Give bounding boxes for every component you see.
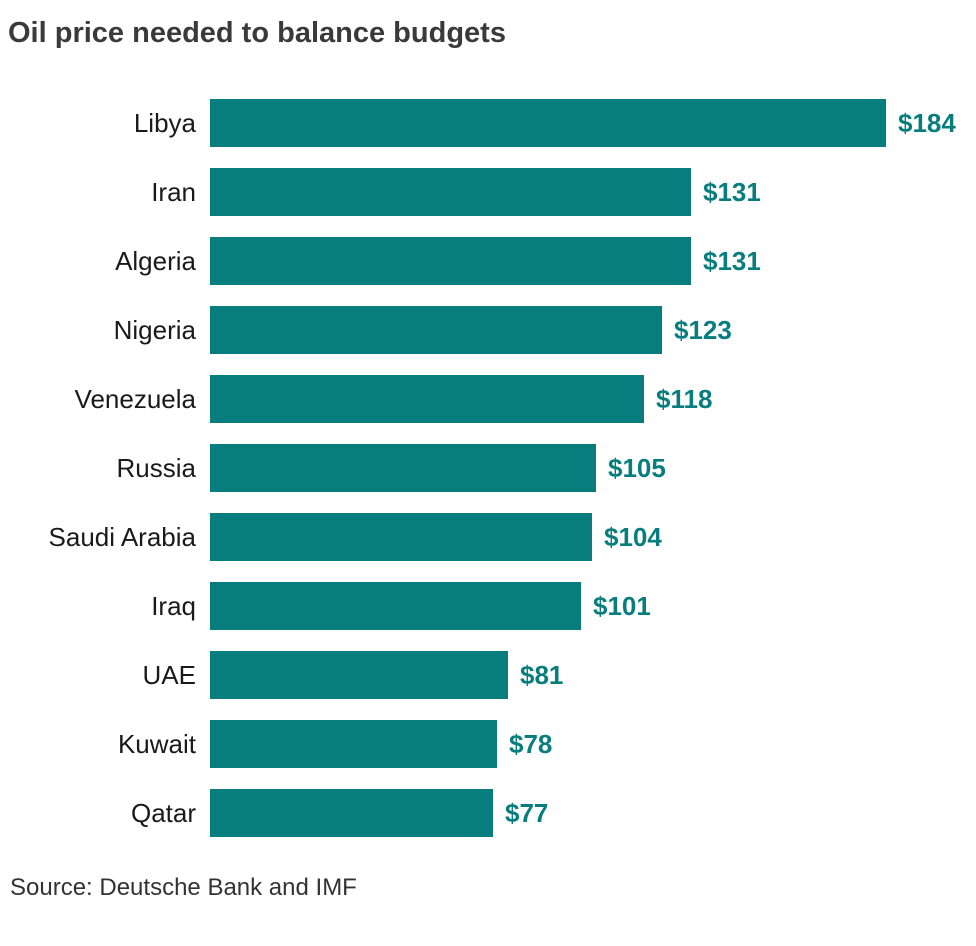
- bar-row: Kuwait $78: [0, 710, 976, 779]
- bar-area: $81: [210, 641, 976, 710]
- category-label: Iran: [151, 176, 196, 207]
- category-label: Venezuela: [74, 383, 196, 414]
- bar-row: Iran $131: [0, 158, 976, 227]
- bar: [210, 651, 508, 700]
- category-label: Saudi Arabia: [48, 521, 196, 552]
- category-label: Libya: [133, 107, 196, 138]
- bar-row: Qatar $77: [0, 779, 976, 848]
- value-label: $77: [505, 797, 549, 828]
- category-label: Qatar: [130, 797, 196, 828]
- value-label: $131: [703, 176, 761, 207]
- bar-area: $184: [210, 89, 976, 158]
- bar-row: Iraq $101: [0, 572, 976, 641]
- bar-row: Venezuela $118: [0, 365, 976, 434]
- bar: [210, 99, 886, 148]
- category-label: Nigeria: [113, 314, 196, 345]
- bar-row: Saudi Arabia $104: [0, 503, 976, 572]
- bar-row: Libya $184: [0, 89, 976, 158]
- bar-area: $104: [210, 503, 976, 572]
- bar: [210, 375, 644, 424]
- bar: [210, 444, 596, 493]
- bar: [210, 720, 497, 769]
- bar-area: $77: [210, 779, 976, 848]
- category-label: Algeria: [115, 245, 196, 276]
- category-label: Iraq: [151, 590, 196, 621]
- value-label: $101: [593, 590, 651, 621]
- value-label: $78: [509, 728, 553, 759]
- value-label: $131: [703, 245, 761, 276]
- bar-chart: Libya $184 Iran $131 Algeria $131 Nigeria $123 V…: [0, 89, 976, 848]
- category-label: Kuwait: [117, 728, 196, 759]
- value-label: $118: [656, 383, 713, 414]
- bar: [210, 237, 691, 286]
- bar-area: $123: [210, 296, 976, 365]
- value-label: $81: [520, 659, 564, 690]
- bar-area: $78: [210, 710, 976, 779]
- category-label: UAE: [142, 659, 196, 690]
- bar-area: $118: [210, 365, 976, 434]
- bar-row: Russia $105: [0, 434, 976, 503]
- bar-area: $131: [210, 227, 976, 296]
- bar: [210, 789, 493, 838]
- category-label: Russia: [116, 452, 196, 483]
- bar-area: $105: [210, 434, 976, 503]
- bar-area: $131: [210, 158, 976, 227]
- source-note: Source: Deutsche Bank and IMF: [10, 873, 357, 901]
- bar-row: Algeria $131: [0, 227, 976, 296]
- bar-row: UAE $81: [0, 641, 976, 710]
- bar: [210, 306, 662, 355]
- bar: [210, 582, 581, 631]
- bar: [210, 168, 691, 217]
- value-label: $104: [604, 521, 662, 552]
- value-label: $123: [674, 314, 732, 345]
- bar-row: Nigeria $123: [0, 296, 976, 365]
- bar: [210, 513, 592, 562]
- chart-title: Oil price needed to balance budgets: [8, 17, 506, 49]
- bar-area: $101: [210, 572, 976, 641]
- value-label: $184: [898, 107, 956, 138]
- value-label: $105: [608, 452, 666, 483]
